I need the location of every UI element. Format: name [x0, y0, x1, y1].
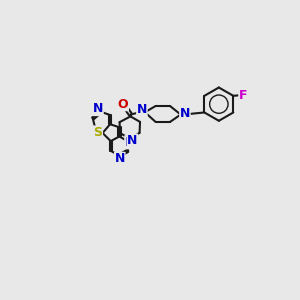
Text: O: O [118, 98, 128, 111]
Text: N: N [93, 103, 103, 116]
Text: N: N [137, 103, 147, 116]
Text: N: N [127, 134, 137, 147]
Text: S: S [94, 126, 103, 139]
Text: N: N [125, 136, 135, 149]
Text: N: N [115, 152, 125, 165]
Text: N: N [180, 107, 190, 120]
Text: F: F [239, 89, 248, 102]
